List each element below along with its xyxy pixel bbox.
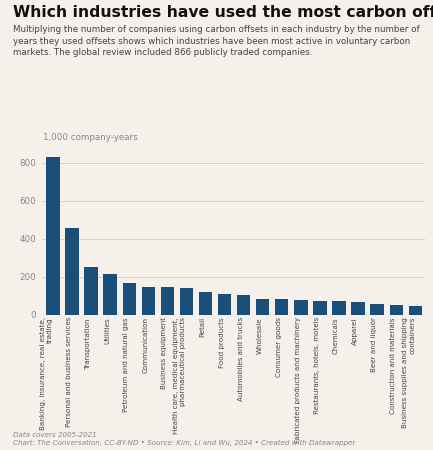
Bar: [218, 294, 231, 315]
Bar: [46, 158, 59, 315]
Bar: [84, 267, 97, 315]
Bar: [313, 301, 326, 315]
Text: Data covers 2005-2021
Chart: The Conversation, CC-BY-ND • Source: Kim, Li and Wu: Data covers 2005-2021 Chart: The Convers…: [13, 432, 355, 446]
Text: Multiplying the number of companies using carbon offsets in each industry by the: Multiplying the number of companies usin…: [13, 25, 419, 57]
Bar: [275, 299, 288, 315]
Bar: [294, 300, 307, 315]
Bar: [199, 292, 212, 315]
Bar: [65, 228, 78, 315]
Bar: [161, 288, 174, 315]
Bar: [142, 287, 155, 315]
Bar: [389, 305, 402, 315]
Bar: [180, 288, 193, 315]
Bar: [123, 283, 136, 315]
Bar: [103, 274, 116, 315]
Bar: [370, 304, 383, 315]
Text: 1,000 company-years: 1,000 company-years: [43, 133, 138, 142]
Bar: [256, 299, 269, 315]
Bar: [408, 306, 421, 315]
Text: Which industries have used the most carbon offsets?: Which industries have used the most carb…: [13, 5, 433, 20]
Bar: [237, 295, 250, 315]
Bar: [332, 301, 345, 315]
Bar: [351, 302, 364, 315]
